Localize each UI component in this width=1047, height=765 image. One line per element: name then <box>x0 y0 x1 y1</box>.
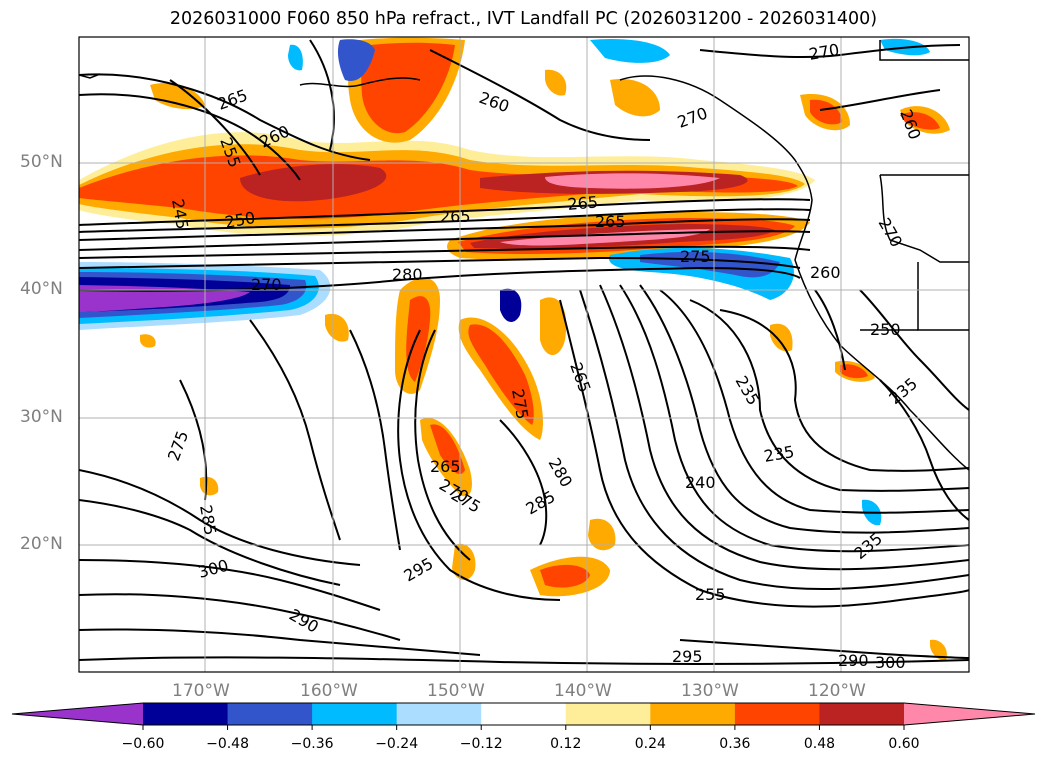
contour-label: 295 <box>672 647 703 666</box>
contour-label: 270 <box>251 275 282 294</box>
lon-label-170w: 170°W <box>172 681 230 701</box>
colorbar-tick-label: 0.12 <box>550 736 582 752</box>
graticule <box>79 37 969 672</box>
colorbar-tick-label: 0.60 <box>888 736 920 752</box>
lon-label-160w: 160°W <box>300 681 358 701</box>
colorbar-segment <box>396 703 482 725</box>
contour-label: 265 <box>440 207 471 226</box>
contour-label: 265 <box>595 212 626 231</box>
map-title: 2026031000 F060 850 hPa refract., IVT La… <box>169 9 878 29</box>
lat-label-20n: 20°N <box>20 534 63 554</box>
colorbar-tick-label: −0.36 <box>290 736 334 752</box>
colorbar-segment <box>227 703 313 725</box>
colorbar-segment <box>819 703 905 725</box>
lon-label-140w: 140°W <box>554 681 612 701</box>
lon-label-120w: 120°W <box>808 681 866 701</box>
contour-lines <box>79 39 969 666</box>
colorbar-tick-label: −0.12 <box>459 736 503 752</box>
lat-label-40n: 40°N <box>20 279 63 299</box>
colorbar-segments <box>143 703 905 725</box>
colorbar-segment <box>565 703 651 725</box>
colorbar-tick-label: −0.60 <box>121 736 165 752</box>
lon-label-150w: 150°W <box>427 681 485 701</box>
colorbar-extend-min <box>12 703 143 725</box>
lat-label-30n: 30°N <box>20 407 63 427</box>
colorbar-tick-label: 0.36 <box>719 736 751 752</box>
contour-label: 265 <box>567 192 599 214</box>
colorbar-tick-label: 0.24 <box>634 736 666 752</box>
lat-label-50n: 50°N <box>20 152 63 172</box>
contour-label: 250 <box>870 320 901 339</box>
colorbar-segment <box>481 703 567 725</box>
contour-label: 280 <box>392 265 423 284</box>
colorbar-segment <box>143 703 229 725</box>
coastline <box>79 40 969 471</box>
contour-label: 255 <box>695 585 726 604</box>
lon-label-130w: 130°W <box>681 681 739 701</box>
colorbar <box>11 702 1036 730</box>
contour-label: 290 <box>838 651 869 670</box>
colorbar-segment <box>734 703 820 725</box>
contour-label: 260 <box>810 263 841 282</box>
map-plot-area: 270 265 260 255 245 250 265 260 265 265 … <box>79 37 969 672</box>
colorbar-tick-label: 0.48 <box>803 736 836 752</box>
colorbar-segment <box>312 703 398 725</box>
colorbar-tick-label: −0.48 <box>206 736 249 752</box>
contour-label: 300 <box>875 653 906 672</box>
contour-label: 265 <box>430 457 461 476</box>
plot-frame <box>78 36 970 673</box>
contour-label: 275 <box>680 247 711 266</box>
colorbar-segment <box>650 703 736 725</box>
contour-label: 240 <box>685 473 716 492</box>
colorbar-extend-max <box>904 703 1035 725</box>
colorbar-tick-label: −0.24 <box>375 736 419 752</box>
